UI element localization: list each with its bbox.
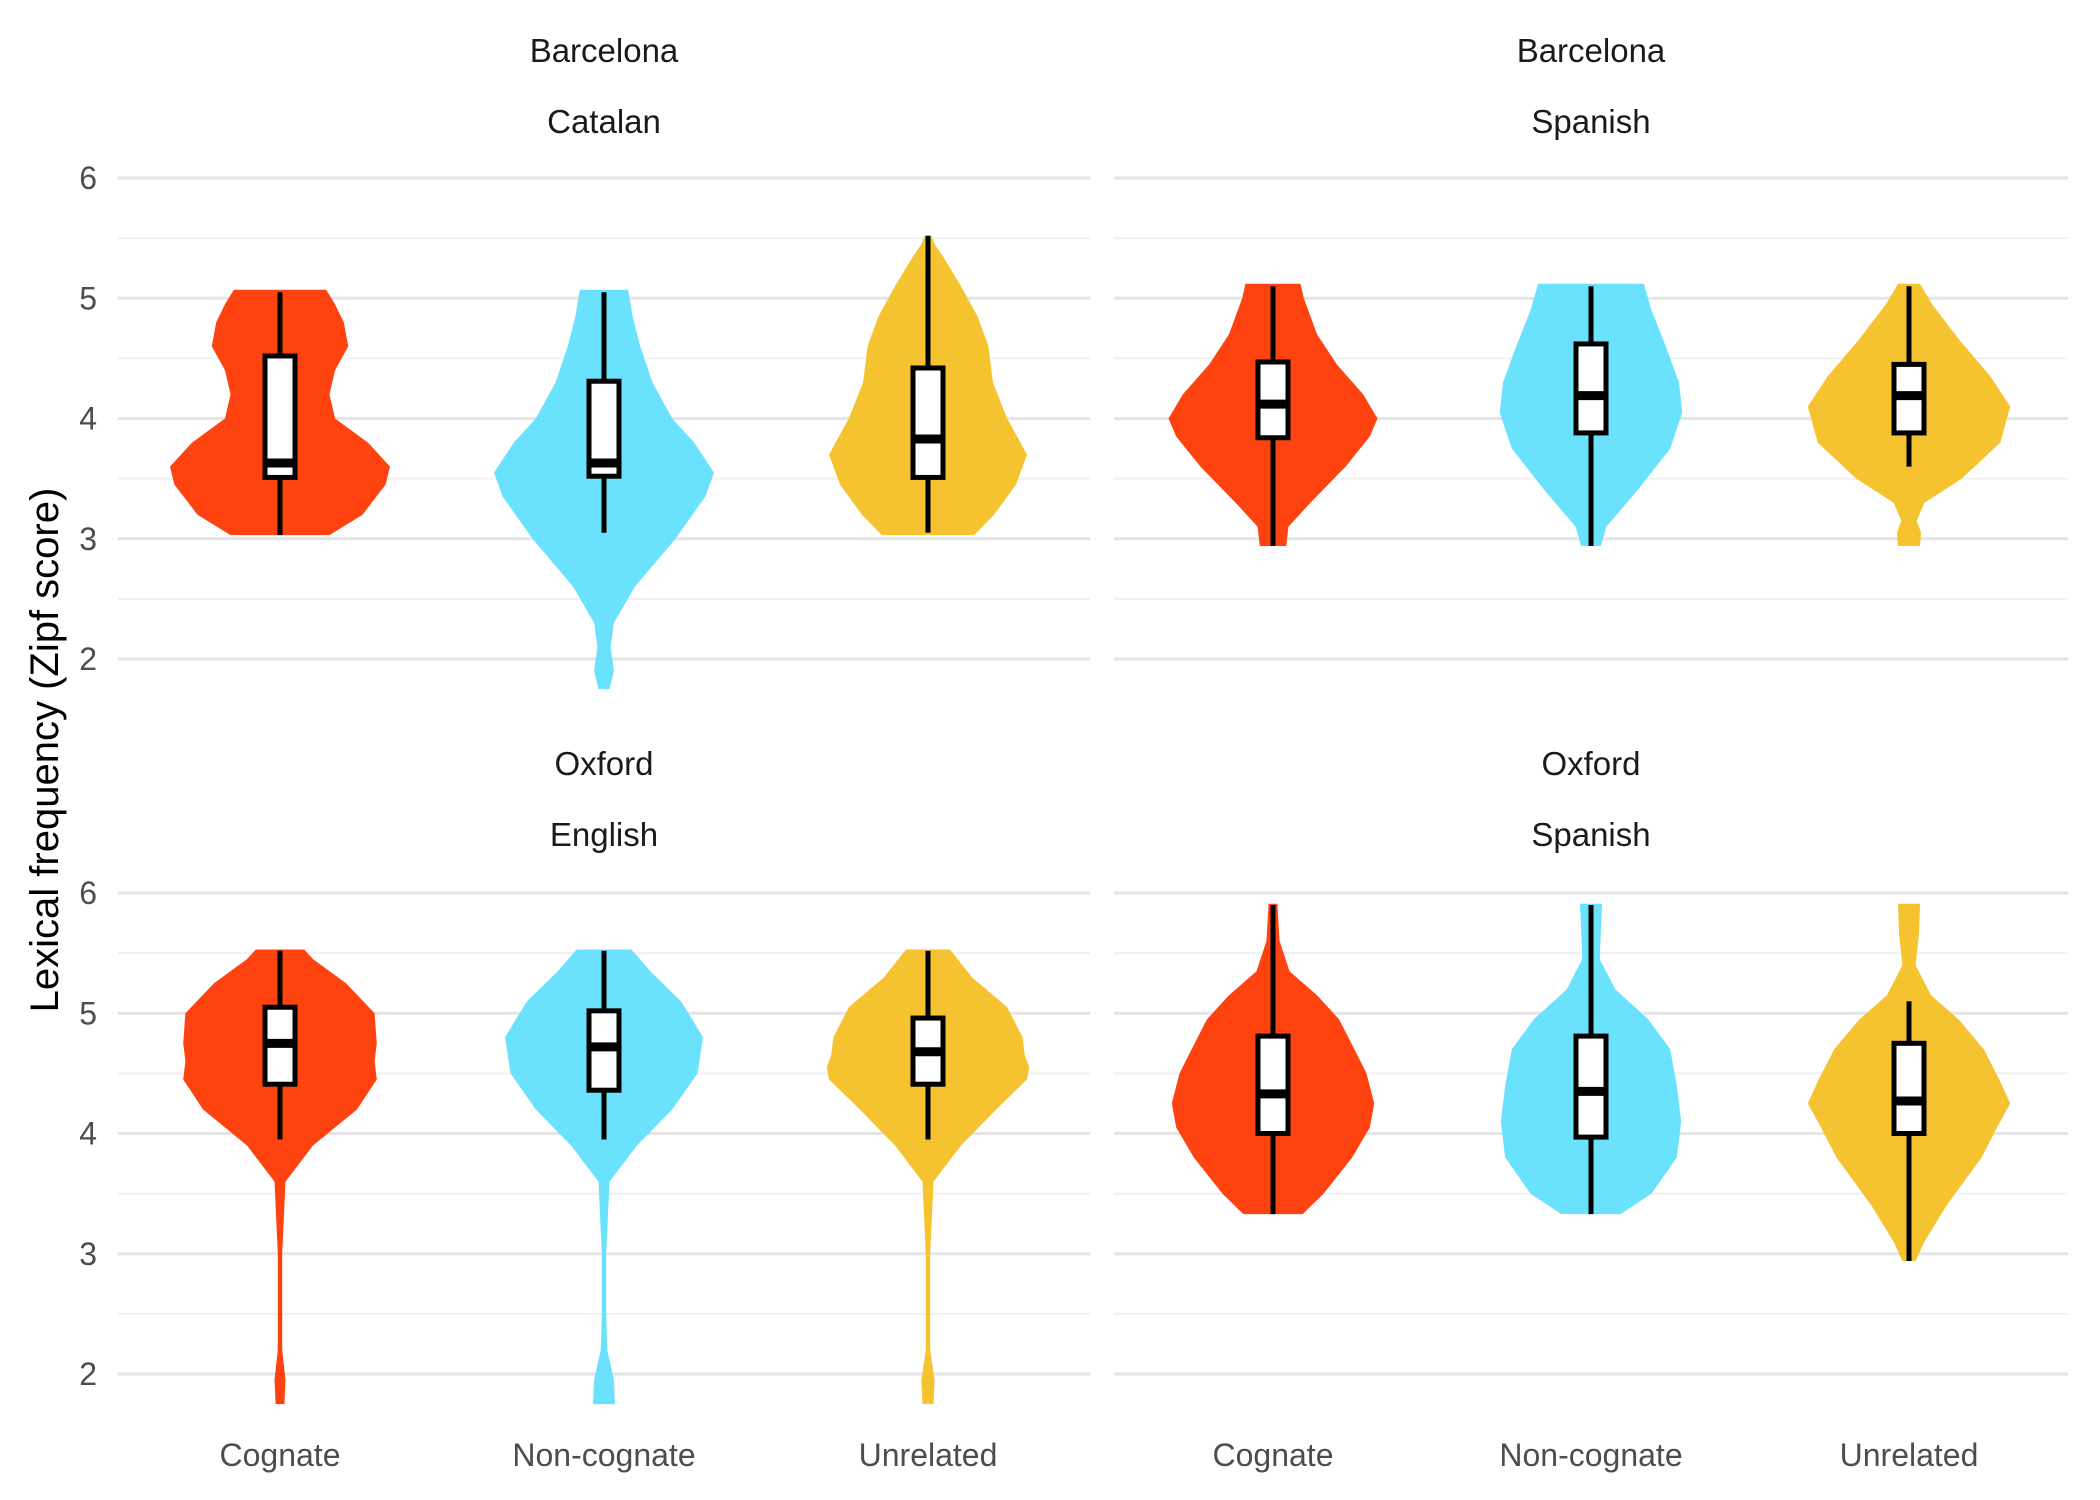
facet-strip-label: Spanish [1531,816,1650,853]
x-tick-label: Non-cognate [1499,1437,1682,1473]
x-tick-label: Unrelated [859,1437,998,1473]
facet-strip-label: Oxford [554,745,653,782]
violin-shape [505,949,703,1405]
x-tick-label: Cognate [220,1437,341,1473]
x-tick-label: Unrelated [1840,1437,1979,1473]
boxplot-box [262,353,298,480]
x-tick-label: Non-cognate [512,1437,695,1473]
y-tick-label: 3 [79,1236,97,1272]
boxplot-box [1573,1033,1609,1140]
facet-strip-label: English [550,816,658,853]
y-tick-label: 2 [79,1356,97,1392]
y-tick-label: 5 [79,280,97,316]
facet-strip-label: Oxford [1541,745,1640,782]
x-tick-label: Cognate [1213,1437,1334,1473]
facet-strip-label: Spanish [1531,103,1650,140]
y-tick-label: 6 [79,875,97,911]
facet-panels: BarcelonaCatalan23456BarcelonaSpanishOxf… [79,32,2068,1473]
facet-strip-label: Barcelona [1517,32,1666,69]
facet-panel: Barcelona Spanish [1114,32,2068,661]
boxplot-box [1573,341,1609,436]
facet-panel: Oxford Spanish Cognate Non-cognate Unrelated [1114,745,2068,1473]
boxplot-box [1255,1033,1291,1137]
y-tick-label: 4 [79,1116,97,1152]
y-tick-label: 5 [79,995,97,1031]
y-tick-label: 3 [79,521,97,557]
boxplot-box [910,365,946,480]
y-tick-label: 2 [79,641,97,677]
facet-panel: Barcelona Catalan 2 3 4 5 6 [79,32,1090,690]
y-tick-label: 4 [79,401,97,437]
facet-panel: Oxford English 2 3 4 5 6 Cognate Non-cognate Unre… [79,745,1090,1473]
violin-shape [183,949,377,1405]
boxplot-box [1891,1040,1927,1136]
violin-shape [826,949,1030,1405]
facet-strip-label: Catalan [547,103,661,140]
y-axis-label: Lexical frequency (Zipf score) [23,488,67,1013]
y-tick-label: 6 [79,160,97,196]
facet-strip-label: Barcelona [530,32,679,69]
